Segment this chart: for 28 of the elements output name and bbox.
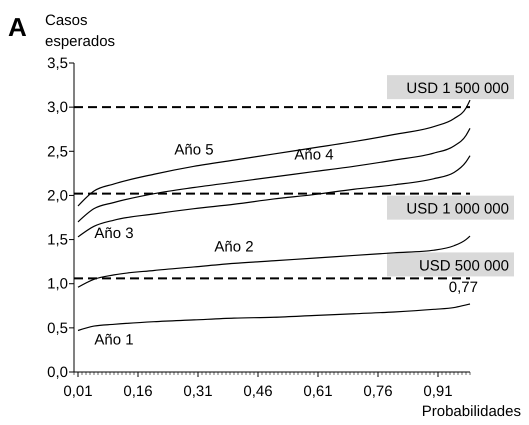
series-label: Año 1 [94,331,134,348]
x-tick-label: 0,91 [423,383,453,400]
y-tick-label: 0,5 [47,320,68,337]
x-tick-label: 0,76 [363,383,393,400]
y-tick-label: 0,0 [47,364,68,381]
y-tick-label: 2,5 [47,143,68,160]
x-tick-label: 0,61 [303,383,333,400]
y-axis-title: Casos esperados [45,12,116,50]
y-tick-label: 3,5 [47,55,68,72]
line-series [77,303,471,332]
annotation: 0,77 [448,279,478,296]
x-tick-label: 0,16 [123,383,153,400]
y-tick-label: 1,5 [47,232,68,249]
y-tick-label: 3,0 [47,99,68,116]
ref-line-label: USD 1 500 000 [406,80,509,98]
x-tick-label: 0,46 [243,383,273,400]
ref-line-label: USD 500 000 [418,257,509,274]
series-label: Año 2 [214,238,254,256]
x-tick-label: 0,31 [183,383,213,400]
y-tick-label: 2,0 [47,187,68,204]
y-tick-label: 1,0 [47,276,68,293]
series-label: Año 3 [94,225,134,242]
series-label: Año 4 [294,146,334,164]
x-tick-label: 0,01 [63,383,93,400]
x-axis-title: Probabilidades [422,403,521,420]
series-label: Año 5 [174,141,214,158]
chart-title: A [8,12,27,42]
ref-line-label: USD 1 000 000 [406,200,509,218]
